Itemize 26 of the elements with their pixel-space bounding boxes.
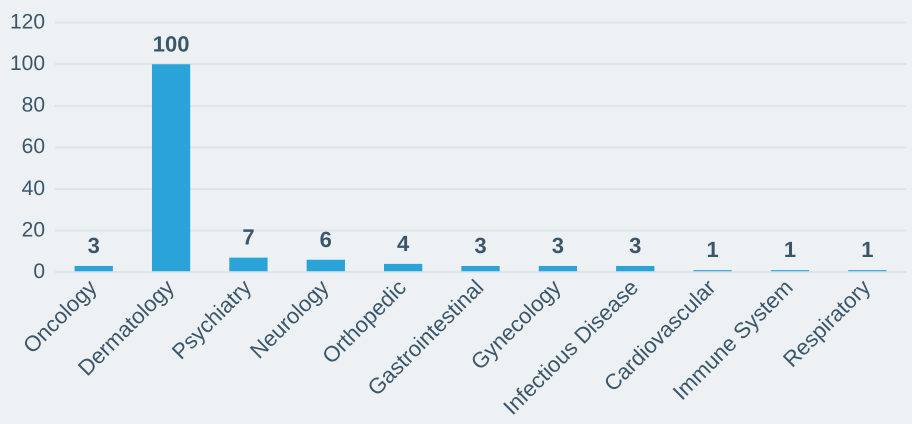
bar — [229, 258, 268, 272]
bar — [152, 64, 190, 272]
bar — [538, 266, 578, 272]
y-tick-label: 120 — [10, 10, 46, 34]
bar — [384, 264, 422, 272]
data-label: 3 — [629, 233, 642, 258]
data-label: 100 — [152, 31, 190, 56]
bar — [74, 266, 113, 272]
bar — [306, 260, 345, 272]
data-label: 1 — [706, 237, 719, 262]
y-tick-label: 100 — [10, 52, 46, 75]
data-label: 3 — [88, 233, 100, 258]
data-label: 6 — [320, 226, 332, 252]
data-label: 1 — [784, 237, 796, 262]
bar — [616, 266, 654, 272]
y-tick-label: 0 — [33, 260, 46, 284]
bar — [461, 266, 500, 272]
y-tick-label: 20 — [22, 218, 46, 242]
data-label: 7 — [242, 224, 255, 250]
data-label: 3 — [552, 233, 564, 258]
data-label: 3 — [474, 233, 487, 258]
y-tick-label: 80 — [22, 94, 46, 117]
y-tick-label: 40 — [22, 176, 46, 200]
data-label: 4 — [397, 230, 410, 256]
data-label: 1 — [861, 237, 874, 262]
y-tick-label: 60 — [22, 135, 46, 158]
